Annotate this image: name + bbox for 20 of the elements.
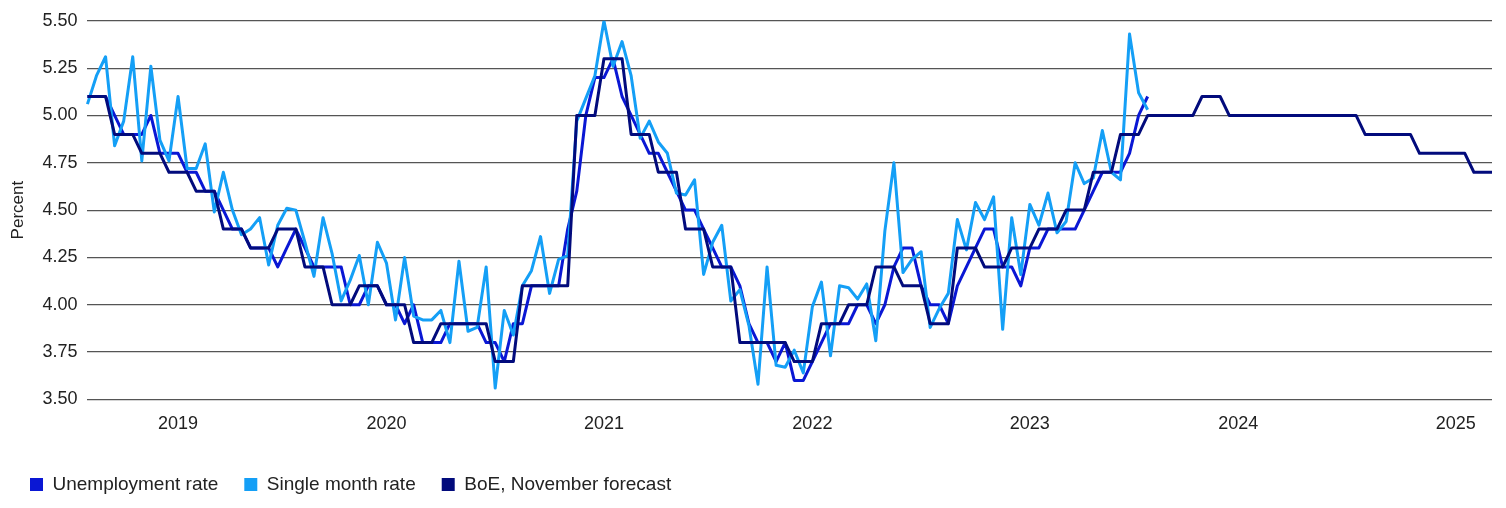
x-tick-label: 2019 — [158, 413, 199, 434]
x-tick-label: 2022 — [792, 413, 833, 434]
x-tick-label: 2024 — [1218, 413, 1259, 434]
y-tick-label: 4.00 — [42, 293, 78, 314]
x-tick-label: 2021 — [583, 413, 624, 434]
y-tick-label: 5.00 — [42, 104, 78, 125]
legend-label: Single month rate — [266, 472, 416, 494]
x-tick-label: 2025 — [1435, 413, 1476, 434]
legend-label: Unemployment rate — [52, 472, 219, 494]
x-tick-label: 2020 — [366, 413, 407, 434]
y-tick-label: 5.25 — [42, 57, 78, 78]
legend-label: BoE, November forecast — [464, 472, 672, 494]
x-tick-label: 2023 — [1009, 413, 1050, 434]
y-tick-label: 4.50 — [42, 199, 78, 220]
y-tick-label: 4.25 — [42, 246, 78, 267]
y-tick-label: 3.50 — [42, 388, 78, 409]
y-axis-title: Percent — [7, 180, 27, 240]
y-tick-label: 5.50 — [42, 9, 78, 30]
y-tick-label: 4.75 — [42, 151, 78, 172]
y-tick-label: 3.75 — [42, 341, 78, 362]
